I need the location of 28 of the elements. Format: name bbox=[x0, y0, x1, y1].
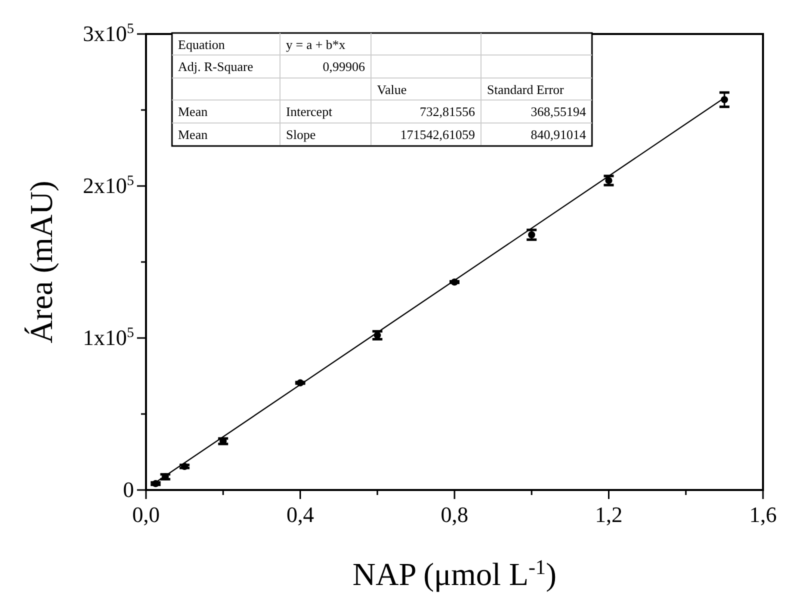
annotation: 732,81556 bbox=[420, 104, 476, 119]
y-tick-label: 1x10$^{5}$ bbox=[82, 325, 134, 350]
y-tick-label: 2x10$^{5}$ bbox=[82, 173, 134, 198]
x-axis-title: NAP (μmol L$^{-1}$) bbox=[352, 556, 556, 592]
annotation: Mean bbox=[178, 127, 208, 142]
annotation: Slope bbox=[286, 127, 316, 142]
point bbox=[528, 231, 536, 238]
annotation: Value bbox=[377, 82, 407, 97]
x-tick-label: 0,8 bbox=[440, 502, 468, 527]
annotation: Standard Error bbox=[487, 82, 565, 97]
x-tick-label: 0,0 bbox=[132, 502, 160, 527]
x-tick-label: 0,4 bbox=[286, 502, 314, 527]
point bbox=[605, 176, 612, 184]
annotation: Intercept bbox=[286, 104, 333, 119]
point bbox=[180, 462, 188, 470]
annotation: 840,91014 bbox=[530, 127, 586, 142]
annotation: Adj. R-Square bbox=[178, 59, 254, 74]
annotation: 368,55194 bbox=[530, 104, 586, 119]
x-tick-label: 1,2 bbox=[595, 502, 622, 527]
annotation: 171542,61059 bbox=[400, 127, 475, 142]
annotation: y = a + b*x bbox=[286, 37, 346, 52]
annotation: Mean bbox=[178, 104, 208, 119]
y-tick-label: 0 bbox=[123, 477, 134, 502]
annotation: Equation bbox=[178, 37, 226, 52]
y-axis-title: Área (mAU) bbox=[23, 180, 59, 344]
y-tick-label: 3x10$^{5}$ bbox=[82, 21, 134, 46]
x-tick-label: 1,6 bbox=[749, 502, 777, 527]
annotation: 0,99906 bbox=[322, 59, 366, 74]
